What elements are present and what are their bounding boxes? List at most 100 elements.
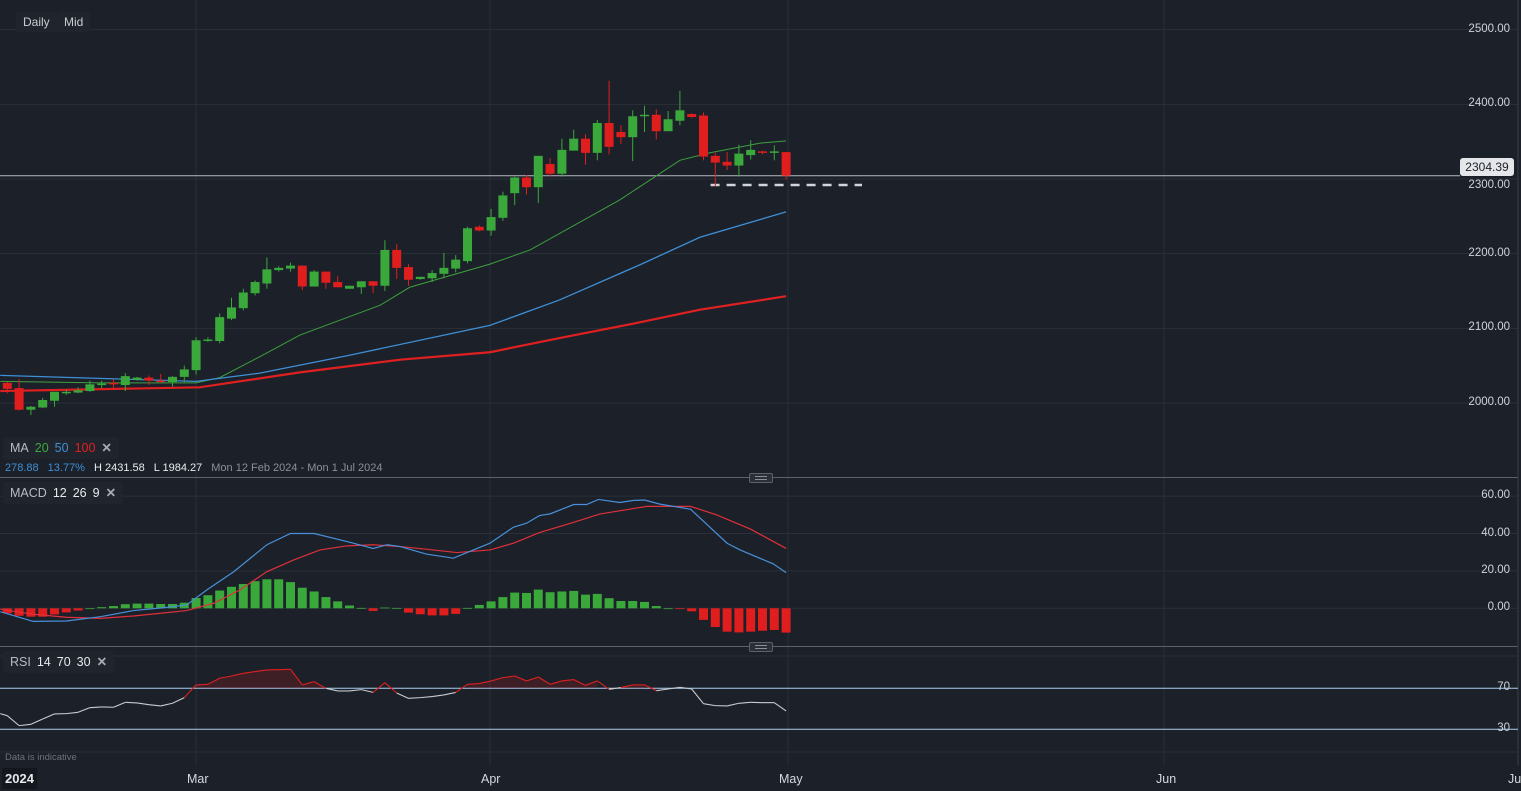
candle — [191, 337, 201, 375]
candle-body — [156, 380, 166, 383]
macd-signal: 9 — [92, 486, 100, 500]
ma-legend[interactable]: MA 20 50 100 ✕ — [3, 437, 119, 459]
candle — [215, 313, 225, 344]
rsi-line-segment — [113, 701, 126, 708]
current-price-tag: 2304.39 — [1460, 158, 1514, 176]
candle-body — [120, 376, 130, 386]
rsi-line-segment — [538, 676, 551, 685]
candle — [321, 271, 331, 289]
candle-body — [640, 114, 649, 117]
macd-histogram-bar — [451, 608, 461, 614]
candle-body — [250, 282, 260, 294]
macd-histogram-bar — [781, 608, 791, 633]
macd-histogram-bar — [722, 608, 732, 632]
candle — [2, 382, 12, 394]
panel-resize-handle[interactable] — [749, 642, 773, 652]
rsi-line-segment — [455, 683, 468, 693]
macd-histogram-bar — [522, 592, 531, 609]
macd-legend[interactable]: MACD 12 26 9 ✕ — [3, 482, 124, 504]
candle — [592, 120, 602, 161]
rsi-line-segment — [290, 669, 303, 686]
macd-histogram-bar — [734, 608, 744, 633]
rsi-period: 14 — [36, 655, 51, 669]
candle-body — [61, 391, 71, 394]
candle — [498, 191, 508, 221]
candle-body — [675, 110, 685, 121]
candle-body — [758, 151, 767, 153]
candle-body — [616, 131, 626, 138]
candle — [85, 380, 95, 392]
rsi-line-segment — [231, 672, 244, 677]
candle-body — [26, 406, 36, 410]
macd-histogram-bar — [486, 601, 496, 609]
macd-histogram-bar — [710, 608, 720, 627]
rsi-axis-label: 30 — [1497, 722, 1510, 735]
candle — [628, 110, 638, 162]
macd-slow: 26 — [72, 486, 87, 500]
candle — [156, 373, 166, 383]
price-axis-label: 2300.00 — [1468, 179, 1510, 191]
candle-body — [368, 281, 378, 286]
rsi-line-segment — [656, 688, 669, 692]
interval-button[interactable]: Daily — [16, 12, 57, 32]
rsi-legend[interactable]: RSI 14 70 30 ✕ — [3, 651, 115, 673]
candle-body — [581, 138, 590, 153]
rsi-line-segment — [467, 683, 480, 685]
rsi-line-segment — [183, 684, 197, 699]
rsi-line-segment — [561, 679, 574, 682]
macd-histogram-bar — [345, 605, 354, 609]
macd-histogram-bar — [604, 598, 614, 609]
panel-resize-handle[interactable] — [749, 473, 773, 483]
candle-body — [628, 116, 638, 138]
price-type-button[interactable]: Mid — [57, 12, 91, 32]
candle-body — [604, 122, 614, 147]
macd-axis-label: 20.00 — [1481, 563, 1510, 576]
macd-histogram-bar — [262, 579, 272, 609]
candle — [427, 270, 437, 283]
close-icon[interactable]: ✕ — [105, 486, 117, 500]
candle-body — [85, 384, 95, 392]
rsi-line-segment — [691, 688, 704, 705]
macd-histogram-bar — [616, 601, 626, 609]
price-axis-label: 2500.00 — [1468, 22, 1510, 35]
candle — [451, 255, 461, 273]
rsi-line-segment — [42, 713, 55, 720]
macd-histogram-bar — [569, 590, 579, 609]
macd-histogram-bar — [309, 591, 319, 609]
macd-histogram-bar — [392, 607, 402, 609]
macd-histogram-bar — [687, 608, 697, 612]
macd-histogram-bar — [191, 598, 201, 609]
rsi-overbought-fill — [231, 673, 244, 689]
candle-body — [533, 155, 543, 188]
candle-body — [592, 122, 602, 153]
rsi-overbought-fill — [207, 678, 220, 689]
price-axis-label: 2100.00 — [1468, 321, 1510, 334]
macd-fast: 12 — [52, 486, 67, 500]
rsi-line-segment — [479, 680, 492, 685]
rsi-overbought-fill — [585, 680, 598, 689]
close-icon[interactable]: ✕ — [96, 655, 108, 669]
candle-body — [522, 177, 531, 188]
candle — [651, 109, 661, 140]
candle — [439, 252, 449, 279]
rsi-line-segment — [196, 683, 208, 686]
macd-histogram-bar — [156, 603, 166, 609]
candle-body — [427, 273, 437, 279]
rsi-line-segment — [703, 703, 716, 707]
macd-histogram-bar — [746, 608, 756, 632]
macd-histogram-bar — [333, 601, 343, 609]
rsi-line-segment — [137, 702, 149, 706]
candle — [486, 208, 496, 236]
rsi-line-segment — [668, 686, 680, 690]
rsi-line-segment — [255, 669, 267, 673]
macd-histogram-bar — [61, 608, 71, 613]
candle-body — [297, 265, 307, 287]
rsi-line-segment — [620, 684, 633, 689]
rsi-overbought-fill — [255, 669, 267, 689]
macd-histogram-bar — [380, 607, 390, 609]
macd-histogram-bar — [144, 603, 154, 609]
candle-body — [439, 267, 449, 274]
rsi-line-segment — [773, 702, 787, 712]
close-icon[interactable]: ✕ — [101, 441, 112, 455]
